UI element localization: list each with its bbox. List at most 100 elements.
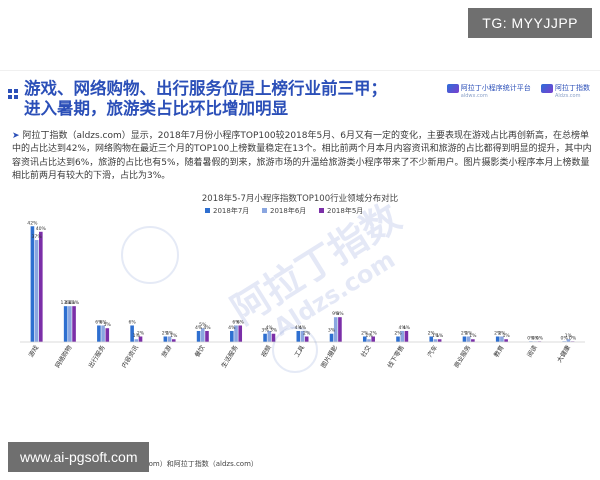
bar-0-0 <box>30 226 35 342</box>
chart-x-axis: 游戏 网络购物 出行服务 内容资讯 旅游 餐饮 生活服务 视频 工具 图片摄影 社交 线下零售 汽车 商业… <box>20 341 585 370</box>
x-tick-label-14: 教育 <box>491 343 505 358</box>
x-tick-label-1: 网络购物 <box>53 343 74 369</box>
bar-11-0 <box>396 336 400 342</box>
bar-label-12-0: 2% <box>428 330 436 336</box>
bar-label-7-2: 3% <box>270 328 278 334</box>
bar-label-11-1: 4% <box>399 325 407 331</box>
legend-label-1: 2018年6月 <box>270 206 306 215</box>
industry-distribution-chart: 2018年5-7月小程序指数TOP100行业领域分布对比 2018年7月 2018… <box>20 193 585 370</box>
x-tick-label-0: 游戏 <box>26 343 41 359</box>
x-tick-label-3: 内容资讯 <box>119 343 140 370</box>
bar-5-1 <box>200 328 205 342</box>
slide-title: 游戏、网络购物、出行服务位居上榜行业前三甲； 进入暑期，旅游类占比环比增加明显 <box>24 79 464 119</box>
bar-label-9-0: 3% <box>328 328 336 334</box>
bar-1-2 <box>72 306 76 342</box>
bar-9-1 <box>333 317 338 342</box>
bar-2-2 <box>105 328 110 342</box>
bar-label-2-0: 6% <box>95 319 103 325</box>
x-tick-label-9: 图片摄影 <box>318 343 339 370</box>
bar-8-2 <box>304 336 309 342</box>
bar-label-1-1: 13% <box>65 300 76 306</box>
bar-12-0 <box>429 336 434 342</box>
bar-5-0 <box>196 330 201 342</box>
bar-label-14-1: 2% <box>498 330 506 336</box>
arrow-bullet-icon: ➤ <box>12 131 20 141</box>
bar-label-12-2: 1% <box>436 333 444 339</box>
aldzs-logo-icon <box>541 83 553 93</box>
bar-label-3-2: 2% <box>137 330 145 336</box>
bar-3-1 <box>134 339 139 342</box>
telegram-overlay-badge: TG: MYYJJPP <box>468 8 592 38</box>
x-tick-label-5: 餐饮 <box>192 343 207 359</box>
aldwx-logo: 阿拉丁小程序统计平台 aldwx.com <box>446 83 531 99</box>
legend-swatch-0 <box>205 208 210 213</box>
bar-14-2 <box>504 339 508 342</box>
x-tick-label-8: 工具 <box>293 343 307 359</box>
website-overlay-badge: www.ai-pgsoft.com <box>8 442 150 472</box>
aldwx-logo-icon <box>446 83 459 93</box>
bar-label-13-1: 2% <box>465 330 473 336</box>
x-tick-label-10: 社交 <box>358 343 373 359</box>
bar-12-1 <box>433 339 438 342</box>
bar-6-1 <box>234 325 238 342</box>
bar-label-7-0: 3% <box>261 328 269 334</box>
bar-9-2 <box>338 317 342 342</box>
x-tick-label-4: 旅游 <box>159 343 174 359</box>
bar-13-0 <box>462 336 467 342</box>
bar-1-0 <box>63 306 68 342</box>
x-tick-label-2: 出行服务 <box>86 343 107 370</box>
legend-label-0: 2018年7月 <box>213 206 249 215</box>
title-bullet-icon <box>8 89 18 99</box>
bar-label-6-0: 4% <box>228 325 236 331</box>
bar-label-16-0: 0% <box>561 335 569 341</box>
bar-label-10-0: 2% <box>361 330 369 336</box>
bar-8-0 <box>296 330 301 342</box>
bar-label-7-1: 4% <box>266 325 274 331</box>
title-line-1: 游戏、网络购物、出行服务位居上榜行业前三甲； <box>24 79 387 98</box>
bar-label-5-2: 4% <box>203 325 211 331</box>
bar-label-8-1: 4% <box>299 325 307 331</box>
bar-10-2 <box>371 336 375 342</box>
chart-bars <box>30 226 575 342</box>
bar-label-13-2: 1% <box>469 333 477 339</box>
bar-label-2-1: 6% <box>99 319 107 325</box>
bar-1-1 <box>68 306 72 342</box>
bar-7-1 <box>267 330 272 342</box>
bar-3-2 <box>138 336 143 342</box>
bar-6-0 <box>230 330 234 342</box>
bar-label-6-1: 6% <box>232 319 240 325</box>
bar-label-10-1: 1% <box>365 333 373 339</box>
bar-7-0 <box>263 333 267 342</box>
bar-label-0-0: 42% <box>27 220 38 226</box>
bar-label-4-2: 1% <box>170 333 178 339</box>
bar-4-0 <box>163 336 168 342</box>
bar-8-1 <box>300 330 305 342</box>
bar-14-0 <box>495 336 500 342</box>
x-tick-label-12: 汽车 <box>425 343 439 358</box>
bar-label-16-1: 1% <box>565 333 573 339</box>
x-tick-label-6: 生活服务 <box>219 343 240 370</box>
brand-logos: 阿拉丁小程序统计平台 aldwx.com 阿拉丁指数 Aldzs.com <box>439 83 590 99</box>
x-tick-label-15: 阅读 <box>525 343 540 359</box>
bar-label-4-1: 2% <box>166 330 174 336</box>
aldzs-logo: 阿拉丁指数 Aldzs.com <box>541 83 590 99</box>
bar-label-4-0: 2% <box>162 330 170 336</box>
bar-label-8-0: 4% <box>295 325 303 331</box>
bar-label-0-1: 37% <box>32 234 43 240</box>
bar-0-1 <box>34 240 39 342</box>
bar-10-1 <box>367 339 371 342</box>
bar-6-2 <box>238 325 243 342</box>
x-tick-label-16: 大健康 <box>554 343 572 364</box>
bar-2-0 <box>97 325 101 342</box>
bar-label-12-1: 1% <box>432 333 440 339</box>
bar-label-15-0: 0% <box>527 335 535 341</box>
slide-panel: 游戏、网络购物、出行服务位居上榜行业前三甲； 进入暑期，旅游类占比环比增加明显 … <box>0 70 600 468</box>
bar-11-2 <box>404 330 409 342</box>
bar-label-5-1: 5% <box>199 322 207 328</box>
bar-5-2 <box>205 330 209 342</box>
bar-label-15-2: 0% <box>536 335 544 341</box>
bar-label-11-0: 2% <box>394 330 402 336</box>
chart-data-labels: 42%37%40%13%13%13%6%6%5%6%1%2% 2%2%1%4%5%… <box>27 220 577 341</box>
bar-label-11-2: 4% <box>403 325 411 331</box>
bar-4-2 <box>171 339 176 342</box>
